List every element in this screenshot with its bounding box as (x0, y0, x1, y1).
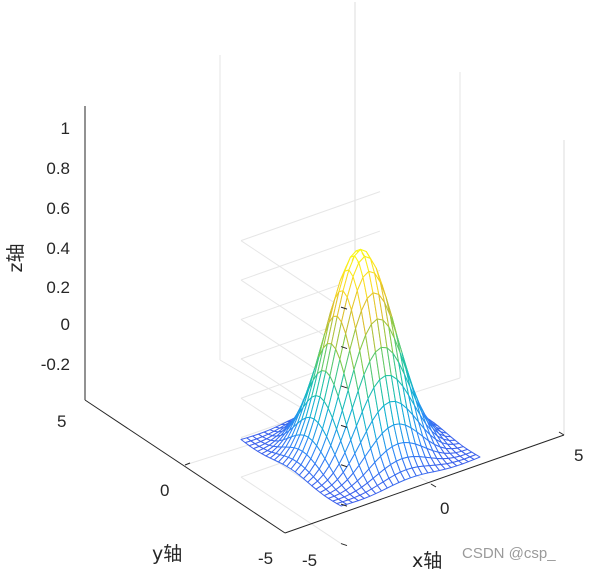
x-tick-label-0: 0 (440, 499, 449, 518)
z-tick-mark (340, 464, 348, 468)
z-tick-label-0.8: 0.8 (46, 159, 70, 178)
z-tick-mark (340, 306, 348, 310)
z-tick-mark (340, 346, 348, 350)
y-tick-label-0: 0 (160, 481, 169, 500)
z-tick-mark (340, 385, 348, 389)
z-grid-line-right (240, 191, 381, 242)
z-tick-mark (340, 424, 348, 428)
z-tick-mark (340, 543, 348, 547)
z-tick-marks (340, 306, 348, 547)
z-tick-label-0: 0 (61, 315, 70, 334)
y-tick-0 (184, 462, 191, 466)
x-tick-5 (558, 431, 565, 436)
z-tick-label-neg0.2: -0.2 (41, 355, 70, 374)
z-tick-label-0.4: 0.4 (46, 239, 70, 258)
mesh-cell (469, 454, 481, 460)
z-tick-label-1: 1 (61, 119, 70, 138)
front-axes (84, 106, 565, 547)
z-grid-line-left (240, 476, 342, 544)
watermark: CSDN @csp_ (462, 545, 556, 562)
surface-mesh (240, 248, 481, 507)
y-tick-label-neg5: -5 (258, 549, 273, 568)
x-tick-0 (430, 483, 437, 488)
y-axis-line (84, 399, 286, 534)
z-grid-line-right (240, 230, 381, 281)
x-tick-label-5: 5 (574, 446, 583, 465)
z-axis-label: z轴 (5, 244, 27, 273)
y-axis-label: y轴 (152, 543, 182, 565)
x-axis-line (284, 434, 565, 534)
z-tick-mark (340, 503, 348, 507)
z-tick-label-0.6: 0.6 (46, 199, 70, 218)
x-tick-label-neg5: -5 (302, 551, 317, 570)
tick-labels: 1 0.8 0.6 0.4 0.2 0 -0.2 5 0 -5 -5 0 5 (41, 119, 584, 570)
y-tick-label-5: 5 (57, 412, 66, 431)
x-axis-label: x轴 (412, 550, 442, 572)
axis-labels: z轴 y轴 x轴 (5, 244, 442, 572)
z-tick-label-0.2: 0.2 (46, 278, 70, 297)
z-grid-line-left (240, 240, 342, 308)
